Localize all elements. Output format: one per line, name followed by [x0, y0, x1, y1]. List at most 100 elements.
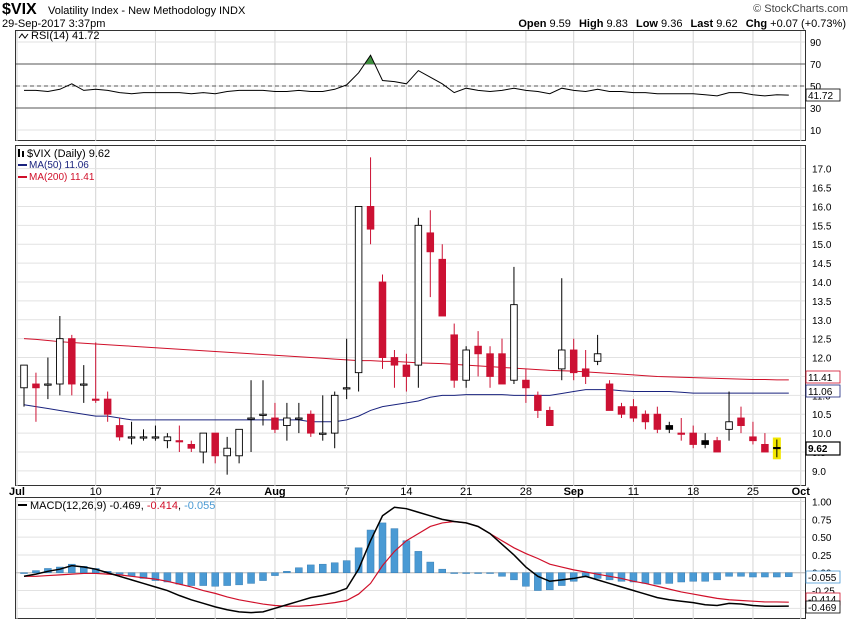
candle-body [342, 387, 351, 390]
candle-body [79, 383, 88, 386]
last-price-tag: 9.62 [805, 441, 841, 456]
macd-tick-label: -0.25 [812, 587, 835, 598]
candle-body [91, 398, 100, 401]
macd-histogram-bar [450, 572, 458, 574]
gridlines [16, 31, 805, 619]
price-tick-label: 9.0 [812, 467, 826, 478]
macd-histogram-bar [199, 572, 207, 586]
rsi-tick-label: 30 [810, 104, 822, 115]
macd-value-tag: -0.469 [805, 600, 841, 614]
ma200-legend-text: MA(200) 11.41 [29, 172, 95, 183]
macd-panel-frame [15, 497, 806, 619]
price-legend-icon-2 [22, 151, 24, 157]
macd-line [23, 506, 789, 614]
macd-histogram-bar [342, 560, 351, 573]
macd-tick-label: 0.50 [812, 533, 832, 544]
macd-legend-text: MACD(12,26,9) -0.469, -0.414, -0.055 [30, 500, 215, 512]
candle-body [307, 413, 315, 434]
macd-histogram-bar [414, 551, 423, 573]
macd-histogram-bar [307, 564, 315, 573]
macd-histogram-bar [653, 572, 662, 585]
candle-body [56, 338, 64, 385]
x-tick-label: 18 [687, 486, 699, 498]
candle-body [713, 440, 721, 453]
candle-body [593, 353, 602, 362]
candle-body [175, 440, 184, 443]
macd-histogram-bar [151, 572, 160, 581]
rsi-current-tag: 41.72 [805, 88, 841, 102]
macd-histogram-bar [773, 572, 781, 578]
candle-body [462, 349, 470, 381]
macd-histogram-bar [426, 561, 435, 573]
macd-histogram-bar [534, 572, 542, 591]
candle-body [127, 436, 136, 439]
price-tick-label: 17.0 [812, 165, 832, 176]
macd-histogram-bar [366, 529, 375, 573]
candle-body [20, 364, 28, 389]
candle-body [486, 353, 494, 377]
candle-body [103, 398, 112, 415]
candle-body [617, 406, 626, 415]
candle-body [689, 432, 697, 445]
ma50-line [23, 389, 789, 423]
macd-histogram-bar [749, 572, 757, 578]
rsi-tick-label: 90 [810, 38, 822, 49]
price-tick-label: 14.0 [812, 278, 832, 289]
candle-body [450, 334, 458, 381]
candle-body [749, 436, 757, 442]
svg-text:11.06: 11.06 [808, 387, 833, 398]
x-tick-label: Aug [264, 486, 285, 498]
candle-body [199, 432, 207, 453]
macd-histogram-bar [510, 572, 518, 581]
macd-histogram-bar [223, 572, 231, 586]
price-tick-label: 12.5 [812, 335, 832, 346]
candle-body [235, 428, 243, 457]
ma200-tag: 11.41 [805, 370, 841, 384]
candle-body [283, 417, 291, 427]
chart-symbol: $VIX [2, 1, 37, 18]
x-tick-label: Jul [9, 486, 25, 498]
macd-histogram-bar [617, 572, 626, 582]
candle-body [115, 425, 124, 438]
candle-body [319, 432, 327, 435]
price-panel-frame [15, 145, 806, 486]
candle-body [558, 349, 566, 370]
macd-histogram-bar [259, 572, 267, 581]
macd-histogram-bar [677, 572, 685, 583]
svg-text:9.62: 9.62 [808, 444, 828, 455]
candle-body [737, 417, 745, 427]
candle-body [187, 443, 196, 449]
macd-tick-label: 0.75 [812, 515, 832, 526]
candle-body [498, 353, 506, 385]
macd-histogram-bar [474, 572, 482, 574]
rsi-legend-text: RSI(14) 41.72 [31, 30, 99, 42]
candle-body [354, 205, 363, 374]
macd-histogram-bar [139, 572, 148, 579]
candle-body [378, 281, 387, 359]
chart-name: Volatility Index - New Methodology [48, 5, 217, 17]
candle-body [761, 443, 769, 453]
rsi-line [24, 54, 789, 97]
candle-body [474, 345, 482, 355]
candle-body [534, 394, 542, 411]
macd-tick-label: 1.00 [812, 498, 832, 509]
macd-histogram-bar [737, 572, 745, 577]
candle-body [211, 432, 219, 457]
macd-signal-line [24, 520, 789, 607]
svg-text:-0.414: -0.414 [808, 595, 837, 606]
macd-histogram-bar [402, 540, 411, 573]
macd-histogram-bar [725, 572, 733, 577]
macd-histogram-bar [163, 572, 172, 583]
price-legend: $VIX (Daily) 9.62 MA(50) 11.06 MA(200) 1… [18, 148, 110, 183]
candle-body [725, 421, 733, 430]
macd-histogram-bar [785, 572, 793, 577]
macd-histogram-bar [295, 567, 303, 573]
candle-body [438, 258, 447, 317]
macd-histogram-bar [68, 563, 76, 573]
x-tick-label: 21 [460, 486, 472, 498]
candle-body [414, 224, 423, 366]
x-tick-label: Sep [564, 486, 584, 498]
rsi-legend-icon [18, 33, 29, 39]
macd-histogram-bar [175, 572, 184, 585]
